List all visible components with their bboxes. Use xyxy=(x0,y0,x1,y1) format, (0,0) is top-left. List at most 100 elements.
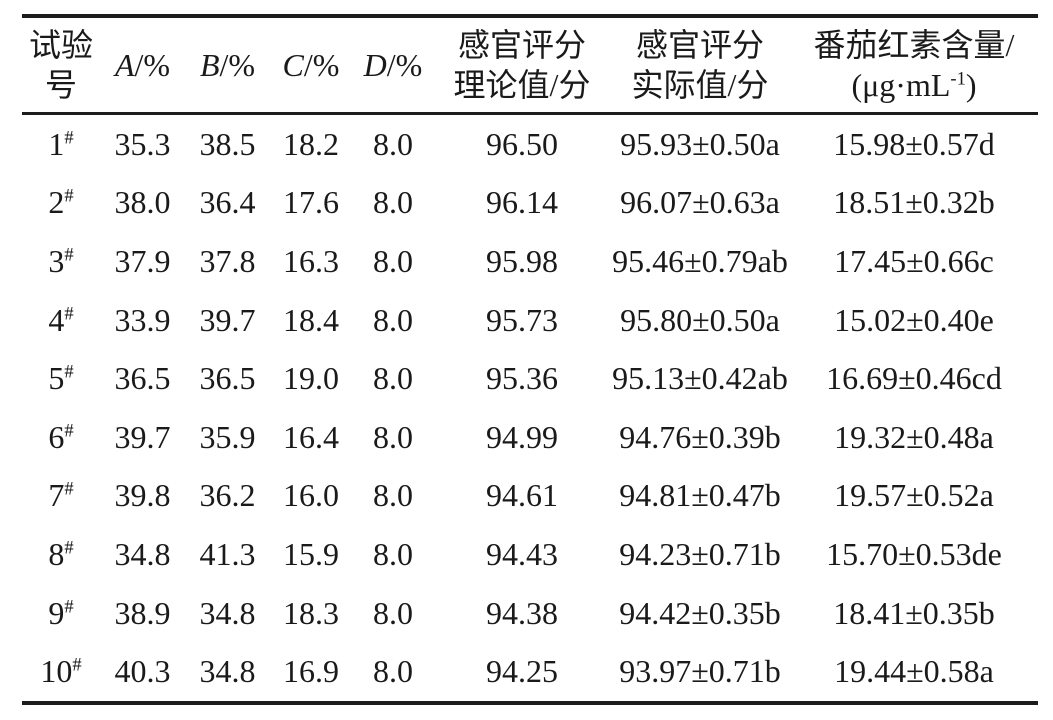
test-number-cell: 7# xyxy=(48,477,74,514)
test-number-cell: 2# xyxy=(48,184,74,221)
test-number-label-line1: 试验 xyxy=(28,27,93,63)
factor-c-symbol: C xyxy=(282,47,304,83)
col-header-sensory-actual: 感官评分 实际值/分 xyxy=(610,16,790,115)
lycopene-label-line1: 番茄红素含量/ xyxy=(813,27,1015,63)
col-header-sensory-theory: 感官评分 理论值/分 xyxy=(434,16,610,115)
sensory-theory-cell: 95.36 xyxy=(486,360,558,397)
test-number-superscript: # xyxy=(64,302,74,324)
sensory-theory-cell: 94.61 xyxy=(486,477,558,514)
factor-c-cell: 16.3 xyxy=(283,242,339,279)
col-header-test-number: 试验 号 xyxy=(22,16,100,115)
lycopene-content-cell: 17.45±0.66c xyxy=(834,242,994,279)
sensory-theory-label-line1: 感官评分 xyxy=(457,27,586,63)
test-number-superscript: # xyxy=(64,478,74,500)
sensory-actual-cell: 95.46±0.79ab xyxy=(612,242,788,279)
sensory-actual-cell: 93.97±0.71b xyxy=(619,653,781,690)
factor-b-cell: 34.8 xyxy=(199,653,256,690)
factor-c-cell: 18.4 xyxy=(283,301,339,338)
factor-c-cell: 15.9 xyxy=(283,535,339,572)
test-number-cell: 1# xyxy=(48,125,74,162)
factor-a-cell: 39.7 xyxy=(114,418,171,455)
factor-d-cell: 8.0 xyxy=(373,360,413,397)
factor-d-cell: 8.0 xyxy=(373,301,413,338)
sensory-theory-cell: 94.38 xyxy=(486,594,558,631)
lycopene-unit-pre: (μg·mL xyxy=(851,67,951,103)
factor-d-cell: 8.0 xyxy=(373,653,413,690)
sensory-theory-cell: 95.73 xyxy=(486,301,558,338)
sensory-actual-cell: 96.07±0.63a xyxy=(620,184,780,221)
table-row: 3# 37.9 37.8 16.3 8.0 95.98 95.46±0.79ab 17.45±… xyxy=(22,232,1038,291)
factor-b-cell: 36.2 xyxy=(199,477,256,514)
table-row: 10# 40.3 34.8 16.9 8.0 94.25 93.97±0.71b 19.44±… xyxy=(22,642,1038,703)
factor-d-unit: /% xyxy=(386,47,423,83)
table-row: 8# 34.8 41.3 15.9 8.0 94.43 94.23±0.71b 15.70±0… xyxy=(22,525,1038,584)
factor-b-cell: 34.8 xyxy=(199,594,256,631)
factor-b-unit: /% xyxy=(219,47,256,83)
test-number-cell: 10# xyxy=(40,653,82,690)
factor-b-cell: 36.5 xyxy=(199,360,256,397)
sensory-actual-cell: 95.80±0.50a xyxy=(620,301,780,338)
test-number-superscript: # xyxy=(64,127,74,149)
factor-c-cell: 18.2 xyxy=(283,125,339,162)
header-row: 试验 号 A/% B/% C/% D/% 感官评分 理论值/分 感官评分 实际值… xyxy=(22,16,1038,115)
factor-c-cell: 16.0 xyxy=(283,477,339,514)
lycopene-unit-exponent: -1 xyxy=(950,68,966,90)
factor-c-unit: /% xyxy=(303,47,340,83)
table-row: 6# 39.7 35.9 16.4 8.0 94.99 94.76±0.39b 19.32±0… xyxy=(22,408,1038,467)
lycopene-content-cell: 15.02±0.40e xyxy=(834,301,994,338)
table-row: 4# 33.9 39.7 18.4 8.0 95.73 95.80±0.50a 15.02±0… xyxy=(22,291,1038,350)
test-number-cell: 5# xyxy=(48,360,74,397)
test-number-cell: 6# xyxy=(48,418,74,455)
sensory-actual-cell: 94.76±0.39b xyxy=(619,418,781,455)
sensory-theory-cell: 96.50 xyxy=(486,125,558,162)
sensory-theory-cell: 95.98 xyxy=(486,242,558,279)
test-number-superscript: # xyxy=(64,595,74,617)
test-number-cell: 4# xyxy=(48,301,74,338)
col-header-factor-d: D/% xyxy=(352,16,434,115)
factor-a-cell: 40.3 xyxy=(114,653,171,690)
factor-a-cell: 38.0 xyxy=(114,184,171,221)
factor-b-symbol: B xyxy=(199,47,220,83)
sensory-theory-cell: 94.99 xyxy=(486,418,558,455)
lycopene-label-line2: (μg·mL-1) xyxy=(790,65,1038,105)
col-header-factor-b: B/% xyxy=(185,16,270,115)
factor-a-symbol: A xyxy=(114,47,135,83)
lycopene-content-cell: 15.70±0.53de xyxy=(826,535,1002,572)
test-number-label-line2: 号 xyxy=(44,67,77,103)
factor-a-unit: /% xyxy=(134,47,171,83)
lycopene-content-cell: 16.69±0.46cd xyxy=(826,360,1002,397)
table-row: 1# 35.3 38.5 18.2 8.0 96.50 95.93±0.50a 15.98±0… xyxy=(22,114,1038,174)
factor-d-cell: 8.0 xyxy=(373,184,413,221)
test-number-cell: 3# xyxy=(48,242,74,279)
table-header: 试验 号 A/% B/% C/% D/% 感官评分 理论值/分 感官评分 实际值… xyxy=(22,16,1038,115)
sensory-actual-label-line1: 感官评分 xyxy=(635,27,764,63)
factor-a-cell: 36.5 xyxy=(114,360,171,397)
sensory-actual-cell: 94.23±0.71b xyxy=(619,535,781,572)
table-row: 7# 39.8 36.2 16.0 8.0 94.61 94.81±0.47b 19.57±0… xyxy=(22,467,1038,526)
factor-a-cell: 37.9 xyxy=(114,242,171,279)
factor-a-cell: 38.9 xyxy=(114,594,171,631)
col-header-lycopene-content: 番茄红素含量/ (μg·mL-1) xyxy=(790,16,1038,115)
col-header-factor-c: C/% xyxy=(270,16,352,115)
sensory-actual-cell: 94.42±0.35b xyxy=(619,594,781,631)
factor-d-cell: 8.0 xyxy=(373,418,413,455)
lycopene-content-cell: 18.51±0.32b xyxy=(833,184,995,221)
sensory-actual-cell: 95.13±0.42ab xyxy=(612,360,788,397)
factor-d-cell: 8.0 xyxy=(373,477,413,514)
test-number-cell: 9# xyxy=(48,594,74,631)
table-row: 2# 38.0 36.4 17.6 8.0 96.14 96.07±0.63a 18.51±0… xyxy=(22,174,1038,233)
factor-c-cell: 18.3 xyxy=(283,594,339,631)
factor-a-cell: 34.8 xyxy=(114,535,171,572)
factor-d-cell: 8.0 xyxy=(373,242,413,279)
factor-a-cell: 39.8 xyxy=(114,477,171,514)
lycopene-content-cell: 19.57±0.52a xyxy=(834,477,994,514)
sensory-actual-cell: 94.81±0.47b xyxy=(619,477,781,514)
factor-d-cell: 8.0 xyxy=(373,535,413,572)
factor-d-cell: 8.0 xyxy=(373,594,413,631)
factor-c-cell: 16.4 xyxy=(283,418,339,455)
test-number-superscript: # xyxy=(64,361,74,383)
test-number-superscript: # xyxy=(64,244,74,266)
lycopene-content-cell: 19.32±0.48a xyxy=(834,418,994,455)
factor-c-cell: 17.6 xyxy=(283,184,339,221)
